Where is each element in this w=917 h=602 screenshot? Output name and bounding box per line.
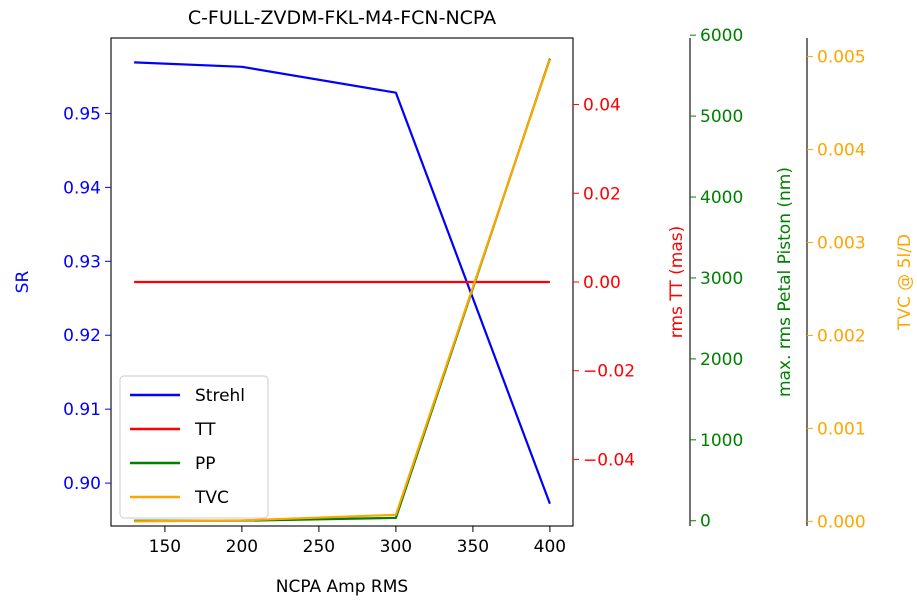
sr-tick-label: 0.91 [63,400,101,420]
tt-tick-label: −0.02 [583,362,635,382]
sr-tick-label: 0.90 [63,474,101,494]
sr-tick-label: 0.95 [63,104,101,124]
tvc-axis-label: TVC @ 5l/D [895,234,915,331]
sr-tick-label: 0.92 [63,326,101,346]
series-line-tvc [134,59,551,523]
tvc-tick-label: 0.003 [817,233,866,253]
pp-tick-label: 1000 [700,431,743,451]
legend-box [119,375,269,519]
x-axis-label: NCPA Amp RMS [276,577,408,597]
tt-axis-label: rms TT (mas) [667,226,687,338]
x-tick-label: 400 [534,537,566,557]
pp-axis-label: max. rms Petal Piston (nm) [775,167,795,397]
pp-tick-label: 2000 [700,350,743,370]
tt-tick-label: −0.04 [583,450,635,470]
x-tick-label: 200 [226,537,258,557]
legend-label-strehl: Strehl [195,386,245,406]
tvc-tick-label: 0.005 [817,48,866,68]
tt-tick-label: 0.00 [583,273,621,293]
sr-tick-label: 0.93 [63,252,101,272]
series-line-strehl [134,61,551,505]
x-tick-label: 300 [380,537,412,557]
axes: 150 200 250 300 350 400 0.90 0.91 0.92 0.93 0.94 0.… [13,26,915,557]
sr-axis-label: SR [13,271,33,294]
legend-label-tvc: TVC [194,488,229,508]
tvc-tick-label: 0.004 [817,141,866,161]
legend-label-tt: TT [194,420,216,440]
plot-area [134,58,551,523]
legend-label-pp: PP [195,454,216,474]
x-tick-label: 150 [149,537,181,557]
pp-tick-label: 0 [700,512,711,532]
chart-title: C-FULL-ZVDM-FKL-M4-FCN-NCPA [188,7,496,29]
tvc-tick-label: 0.000 [817,512,866,532]
tt-tick-label: 0.02 [583,184,621,204]
x-tick-label: 250 [303,537,335,557]
tvc-tick-label: 0.002 [817,326,866,346]
pp-tick-label: 3000 [700,269,743,289]
tvc-tick-label: 0.001 [817,419,866,439]
pp-tick-label: 5000 [700,107,743,127]
legend: Strehl TT PP TVC [119,375,269,519]
x-tick-label: 350 [457,537,489,557]
pp-tick-label: 4000 [700,188,743,208]
sr-tick-label: 0.94 [63,178,101,198]
pp-tick-label: 6000 [700,26,743,46]
tt-tick-label: 0.04 [583,96,621,116]
